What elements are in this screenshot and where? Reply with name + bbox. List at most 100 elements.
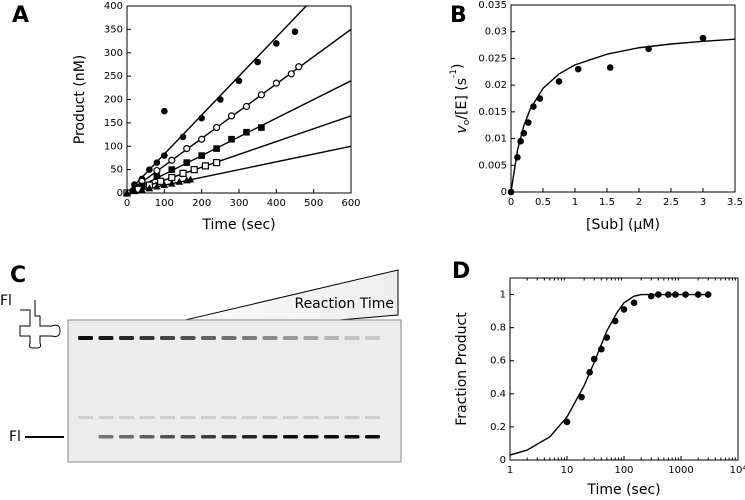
fit-line xyxy=(511,38,735,192)
gel-band xyxy=(139,435,155,439)
gel-band xyxy=(78,416,93,419)
y-label-part: Product (nM) xyxy=(72,55,88,144)
data-point xyxy=(153,173,161,180)
gel-band xyxy=(262,336,278,340)
x-tick-label: 100 xyxy=(614,465,633,476)
gel-band xyxy=(303,416,319,419)
gel-band xyxy=(201,416,216,419)
rna-structure xyxy=(19,300,61,349)
data-point xyxy=(213,145,220,152)
data-point xyxy=(161,152,168,159)
panel-label: A xyxy=(12,3,29,28)
y-tick-label: 1 xyxy=(500,290,506,301)
data-point xyxy=(590,355,598,363)
data-point xyxy=(153,159,161,166)
data-point xyxy=(217,96,224,103)
data-point xyxy=(153,166,161,175)
y-tick-label: 350 xyxy=(104,24,123,35)
gel-band xyxy=(242,435,257,439)
data-point xyxy=(130,187,139,195)
x-tick-label: 1.5 xyxy=(599,197,615,208)
y-tick-label: 0.6 xyxy=(490,356,506,367)
data-point xyxy=(295,63,303,71)
data-point xyxy=(563,418,571,426)
data-point xyxy=(228,135,235,143)
y-tick-label: 300 xyxy=(104,48,123,59)
panel-label: D xyxy=(452,259,470,284)
gel-band xyxy=(283,435,298,439)
fit-line xyxy=(127,80,351,193)
data-point xyxy=(672,291,679,298)
gel-band xyxy=(201,336,216,340)
x-axis-label: Time (sec) xyxy=(201,217,275,233)
plot-frame xyxy=(126,5,352,194)
data-point xyxy=(190,166,198,174)
x-tick-label: 0.5 xyxy=(535,197,551,208)
data-point xyxy=(179,133,187,141)
data-point xyxy=(258,124,265,131)
data-point xyxy=(161,107,168,115)
y-tick-label: 0.03 xyxy=(485,27,507,38)
y-axis-label: vo/[E] (s-1) xyxy=(449,64,472,134)
data-point xyxy=(574,65,582,73)
data-point xyxy=(287,70,295,78)
y-tick-label: 0.2 xyxy=(490,422,506,433)
y-tick-label: 100 xyxy=(104,141,123,152)
y-tick-label: 0.01 xyxy=(485,134,507,145)
gel-band xyxy=(180,435,196,439)
x-tick-label: 2 xyxy=(636,197,642,208)
y-tick-label: 0.035 xyxy=(478,0,507,11)
y-label-part: /[E] (s xyxy=(454,78,470,120)
gel-band xyxy=(324,336,339,340)
gel-band xyxy=(262,435,278,439)
gel-band xyxy=(139,336,155,340)
x-tick-label: 1 xyxy=(572,197,578,208)
gel-band xyxy=(160,336,175,340)
x-tick-label: 300 xyxy=(229,198,248,209)
y-tick-label: 200 xyxy=(104,95,123,106)
data-point xyxy=(507,188,515,196)
gel-band xyxy=(303,435,319,439)
y-axis-label: Fraction Product xyxy=(454,312,470,426)
y-tick-label: 250 xyxy=(104,71,123,82)
y-label-part: Fraction Product xyxy=(454,312,470,426)
gel-band xyxy=(221,416,237,419)
fit-line xyxy=(510,293,709,456)
y-label-part: v xyxy=(454,124,470,133)
panel-label: C xyxy=(10,263,26,288)
x-axis-label: Time (sec) xyxy=(586,482,660,498)
data-point xyxy=(153,182,161,190)
x-tick-label: 3.5 xyxy=(727,197,743,208)
data-point xyxy=(123,189,131,196)
y-tick-label: 0.025 xyxy=(478,53,507,64)
data-point xyxy=(665,291,672,298)
data-point xyxy=(699,34,707,42)
fit-line xyxy=(127,145,351,193)
gel-band xyxy=(365,416,380,419)
data-point xyxy=(175,177,184,185)
data-point xyxy=(145,184,154,192)
x-tick-label: 600 xyxy=(341,198,360,209)
data-point xyxy=(198,152,205,159)
gel-band xyxy=(324,435,339,439)
gel-band xyxy=(98,336,114,340)
triangle-label: Reaction Time xyxy=(294,296,394,312)
data-point xyxy=(611,317,619,325)
data-point xyxy=(183,159,191,166)
fl-label: Fl xyxy=(0,293,12,309)
y-tick-label: 150 xyxy=(104,118,123,129)
gel-band xyxy=(324,416,339,419)
data-point xyxy=(647,292,655,300)
data-point xyxy=(291,28,299,36)
fit-line xyxy=(127,115,351,193)
data-point xyxy=(603,334,611,341)
gel-band xyxy=(180,336,196,340)
x-tick-label: 200 xyxy=(192,198,211,209)
gel-band xyxy=(98,416,114,419)
gel-band xyxy=(344,336,360,340)
data-point xyxy=(272,79,280,87)
gel-band xyxy=(262,416,278,419)
data-point xyxy=(514,153,521,161)
gel-band xyxy=(78,336,93,340)
